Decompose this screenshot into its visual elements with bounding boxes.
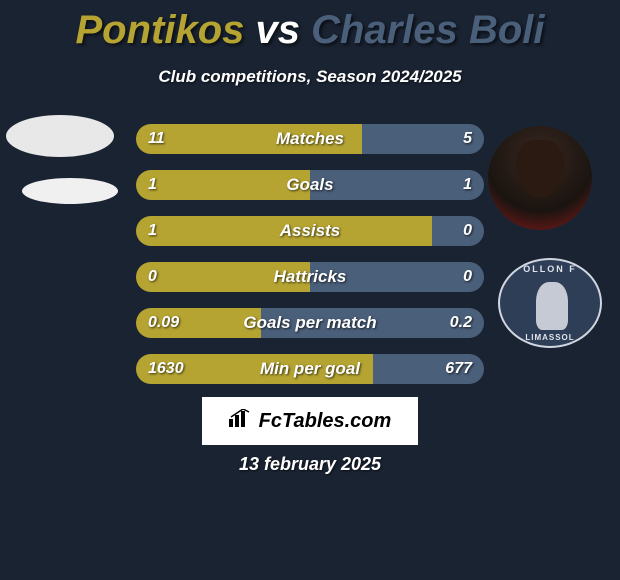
player2-avatar xyxy=(488,126,592,230)
stat-row-goals: 1 Goals 1 xyxy=(136,170,484,200)
stat-label: Goals per match xyxy=(136,308,484,338)
player1-avatar-placeholder-2 xyxy=(22,178,118,204)
stat-label: Goals xyxy=(136,170,484,200)
brand-box: FcTables.com xyxy=(202,397,418,445)
stat-value-right: 0 xyxy=(463,216,472,246)
stat-label: Matches xyxy=(136,124,484,154)
stat-row-matches: 11 Matches 5 xyxy=(136,124,484,154)
stat-value-right: 0.2 xyxy=(450,308,472,338)
stat-label: Min per goal xyxy=(136,354,484,384)
stat-value-right: 1 xyxy=(463,170,472,200)
player1-name: Pontikos xyxy=(75,8,244,52)
comparison-title: Pontikos vs Charles Boli xyxy=(0,0,620,53)
stat-value-right: 0 xyxy=(463,262,472,292)
brand-text: FcTables.com xyxy=(259,410,392,433)
player1-avatar-placeholder-1 xyxy=(6,115,114,157)
date-text: 13 february 2025 xyxy=(0,454,620,475)
badge-top-text: OLLON F xyxy=(500,264,600,274)
stat-row-min-per-goal: 1630 Min per goal 677 xyxy=(136,354,484,384)
stat-row-assists: 1 Assists 0 xyxy=(136,216,484,246)
badge-bottom-text: LIMASSOL xyxy=(500,333,600,342)
stats-bars: 11 Matches 5 1 Goals 1 1 Assists 0 0 Hat… xyxy=(136,124,484,400)
stat-label: Hattricks xyxy=(136,262,484,292)
stat-value-right: 677 xyxy=(445,354,472,384)
stat-row-hattricks: 0 Hattricks 0 xyxy=(136,262,484,292)
player2-club-badge: OLLON F LIMASSOL xyxy=(498,258,602,348)
subtitle: Club competitions, Season 2024/2025 xyxy=(0,67,620,87)
stat-label: Assists xyxy=(136,216,484,246)
brand-chart-icon xyxy=(229,409,253,433)
vs-text: vs xyxy=(256,8,301,52)
stat-row-goals-per-match: 0.09 Goals per match 0.2 xyxy=(136,308,484,338)
stat-value-right: 5 xyxy=(463,124,472,154)
badge-figure-icon xyxy=(536,282,568,330)
player2-name: Charles Boli xyxy=(311,8,544,52)
